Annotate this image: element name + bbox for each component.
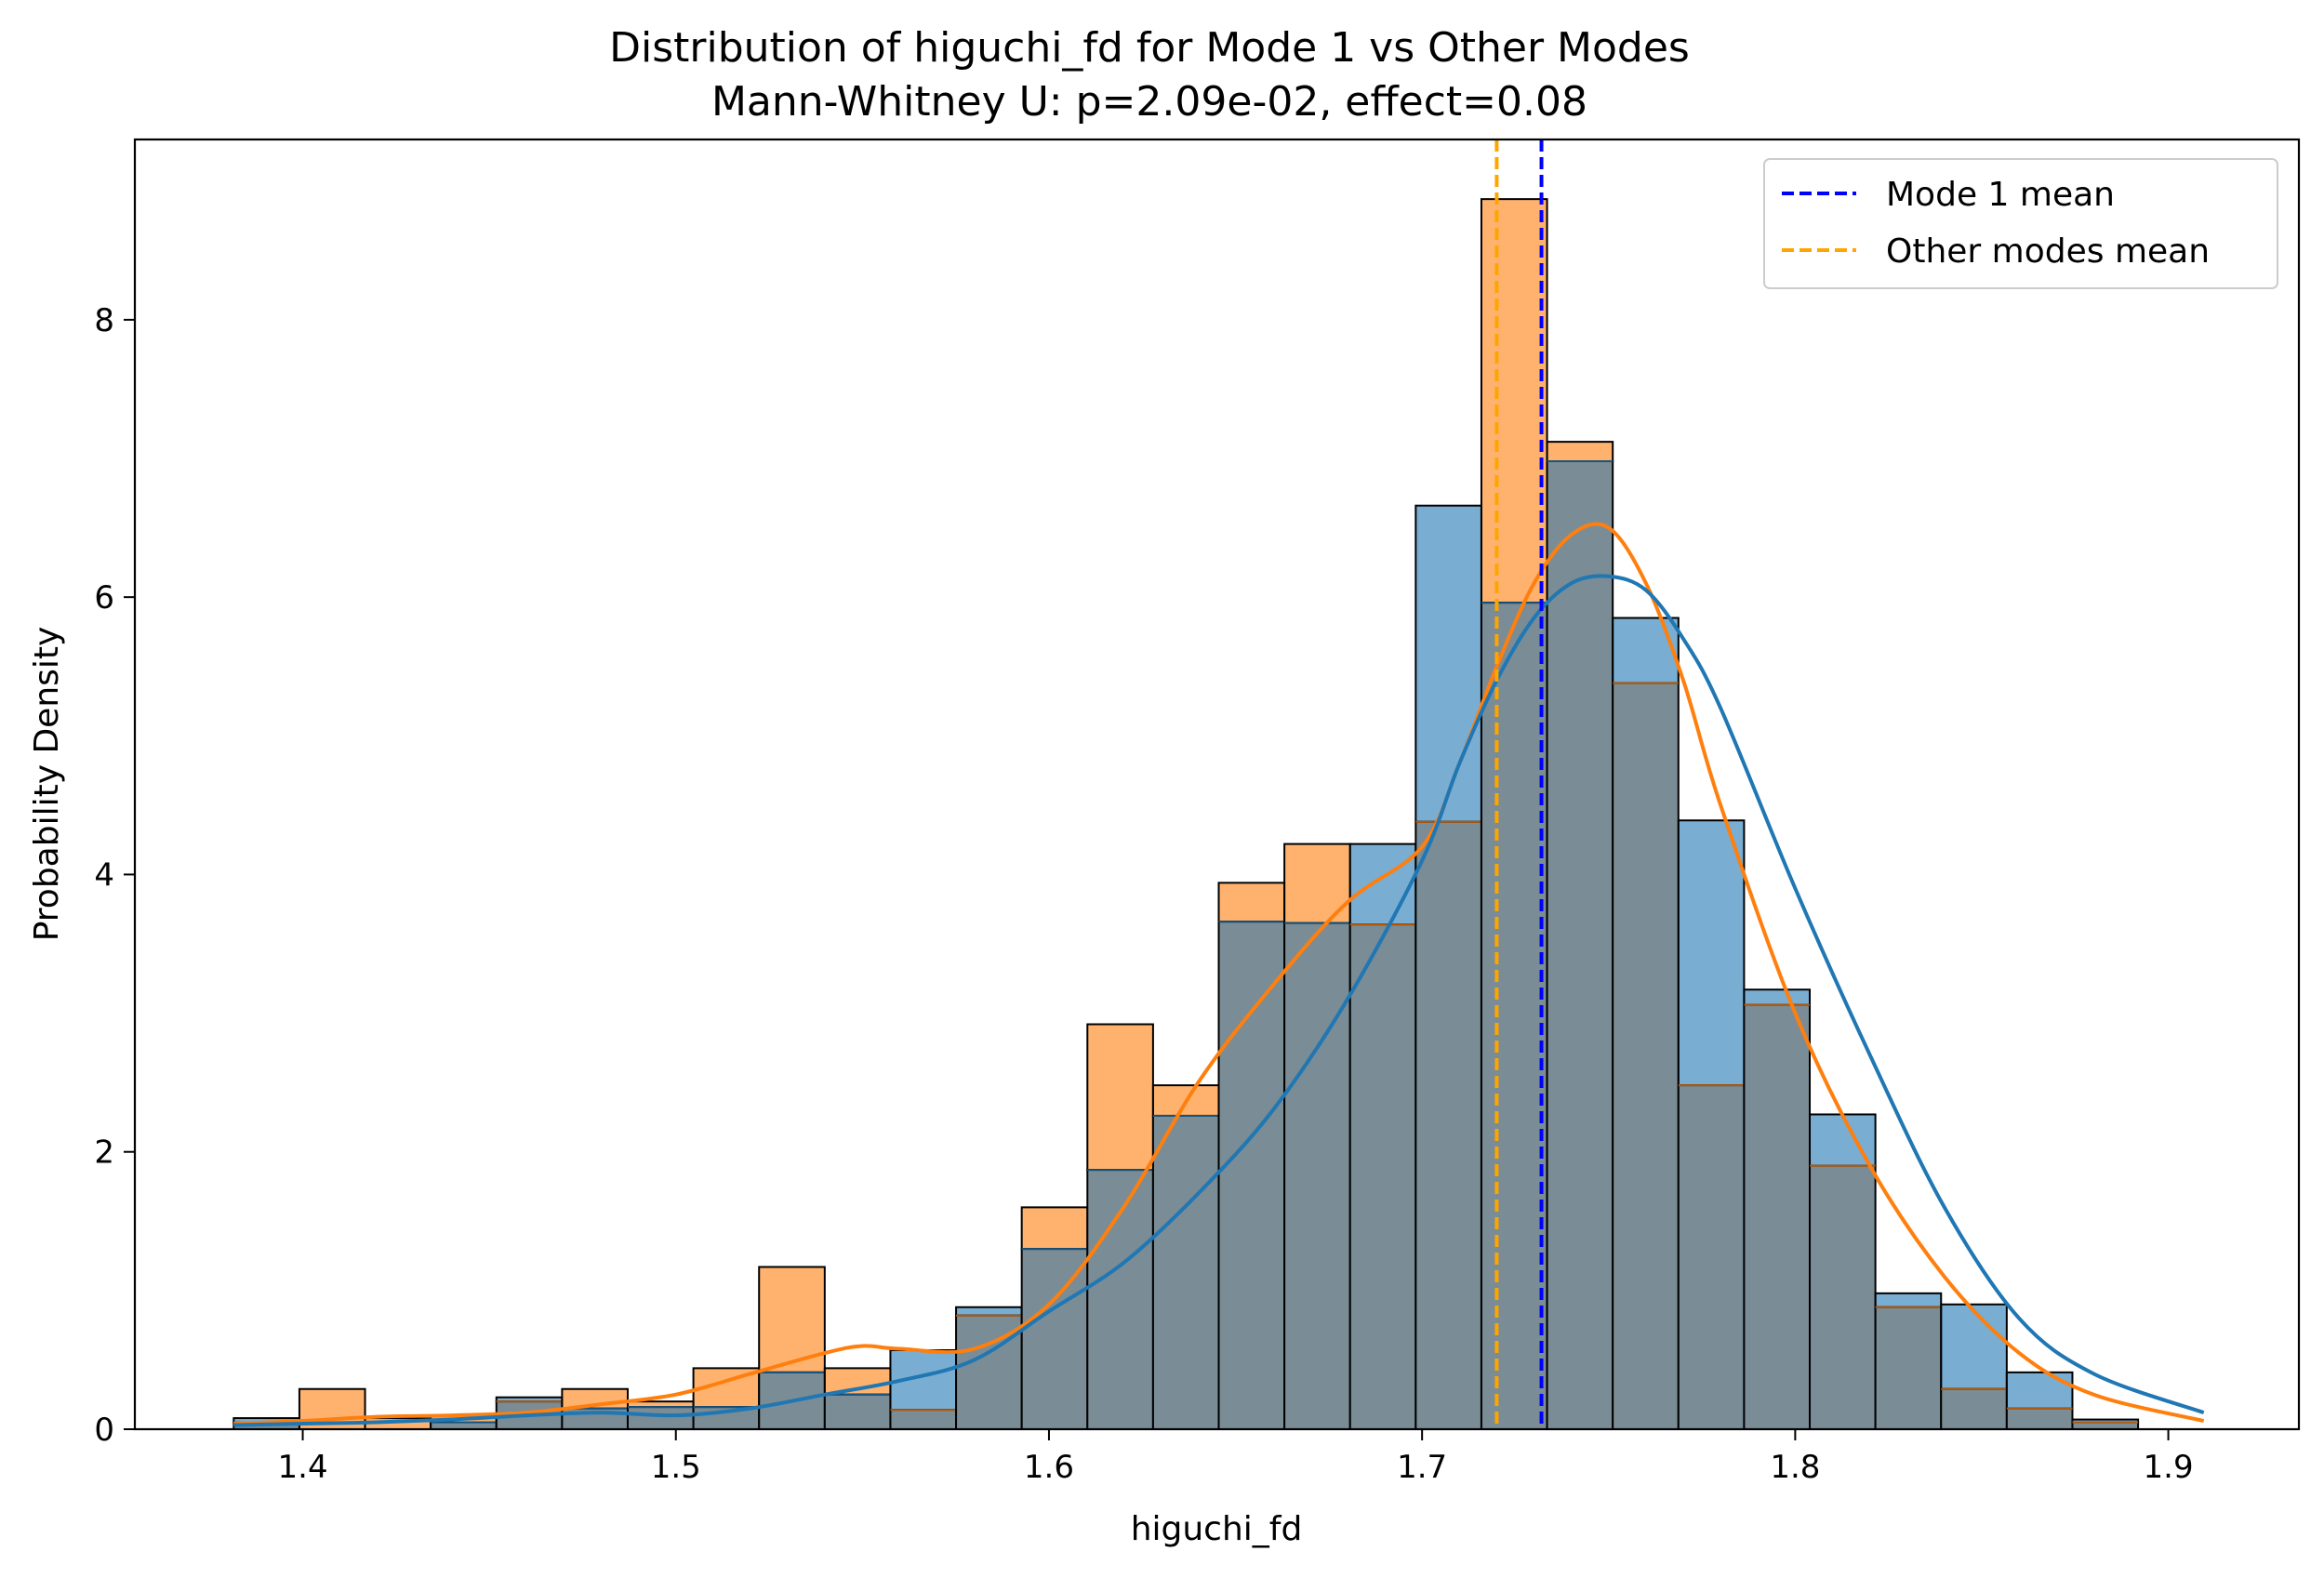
bar-overlap <box>2071 1421 2140 1430</box>
bar-other-modes <box>1546 441 1614 463</box>
bar-mode1 <box>1677 819 1746 1087</box>
histogram-bin <box>1677 819 1746 1430</box>
bar-overlap <box>1020 1248 1089 1430</box>
mean-reference-lines <box>1494 139 1544 1429</box>
bar-mode1 <box>955 1306 1023 1317</box>
histogram-bin <box>1414 504 1482 1430</box>
legend: Mode 1 mean Other modes mean <box>1763 158 2278 289</box>
y-tick-label: 6 <box>94 579 114 617</box>
histogram-bin <box>1217 882 1286 1430</box>
bar-other-modes <box>1480 198 1548 604</box>
bar-other-modes <box>1020 1206 1089 1251</box>
histogram-bin <box>1940 1303 2008 1431</box>
y-axis-label: Probability Density <box>28 627 66 942</box>
x-tick-label: 1.8 <box>1770 1449 1820 1486</box>
histogram-bin <box>1874 1292 1943 1430</box>
y-tick-label: 0 <box>94 1412 114 1449</box>
legend-label-other-modes-mean: Other modes mean <box>1886 232 2210 271</box>
x-tick-label: 1.4 <box>278 1449 328 1486</box>
histogram-bin <box>1086 1023 1154 1431</box>
bar-overlap <box>430 1421 498 1430</box>
bar-mode1 <box>1743 988 1812 1006</box>
bar-overlap <box>1874 1306 1943 1430</box>
histogram-bin <box>2071 1418 2140 1430</box>
bar-mode1 <box>2005 1371 2074 1410</box>
bar-overlap <box>1086 1169 1154 1431</box>
bar-overlap <box>1217 921 1286 1430</box>
legend-label-mode1-mean: Mode 1 mean <box>1886 176 2115 214</box>
bar-overlap <box>823 1393 892 1431</box>
bar-overlap <box>1677 1084 1746 1430</box>
y-tick-label: 2 <box>94 1134 114 1172</box>
x-tick-label: 1.7 <box>1397 1449 1447 1486</box>
histogram-bin <box>1612 617 1680 1430</box>
bar-overlap <box>1414 820 1482 1430</box>
chart-title: Distribution of higuchi_fd for Mode 1 vs… <box>609 24 1690 72</box>
histogram-bars <box>232 198 2140 1431</box>
x-axis-label: higuchi_fd <box>1131 1510 1303 1548</box>
bar-overlap <box>1480 602 1548 1430</box>
histogram-bin <box>823 1367 892 1431</box>
histogram-bin <box>1151 1084 1220 1430</box>
histogram-bin <box>1480 198 1548 1430</box>
x-tick-label: 1.9 <box>2144 1449 2194 1486</box>
histogram-bin <box>1348 842 1417 1430</box>
histogram-bin <box>1743 988 1812 1430</box>
bar-mode1 <box>1414 504 1482 823</box>
bar-overlap <box>1283 922 1351 1430</box>
histogram-bin <box>1283 842 1351 1430</box>
histogram-bin <box>1809 1113 1877 1430</box>
bar-mode1 <box>1940 1303 2008 1390</box>
plot-frame <box>133 138 2301 1431</box>
y-axis-ticks: 0 2 4 6 8 <box>94 302 135 1449</box>
histogram-bin <box>2005 1371 2074 1430</box>
y-tick-label: 4 <box>94 856 114 894</box>
bar-overlap <box>1743 1003 1812 1430</box>
kde-curves <box>233 522 2205 1427</box>
bar-overlap <box>1809 1164 1877 1430</box>
chart-subtitle: Mann-Whitney U: p=2.09e-02, effect=0.08 <box>711 78 1587 126</box>
bar-overlap <box>626 1406 695 1431</box>
bar-mode1 <box>1612 617 1680 684</box>
bar-mode1 <box>1348 842 1417 926</box>
legend-box <box>1763 158 2278 289</box>
bar-overlap <box>1940 1387 2008 1431</box>
x-tick-label: 1.5 <box>651 1449 701 1486</box>
bar-overlap <box>1151 1114 1220 1430</box>
bar-mode1 <box>1874 1292 1943 1308</box>
x-axis-ticks: 1.4 1.5 1.6 1.7 1.8 1.9 <box>278 1429 2194 1486</box>
bar-overlap <box>1546 460 1614 1431</box>
bar-overlap <box>889 1409 958 1431</box>
bar-overlap <box>2005 1407 2074 1430</box>
histogram-bin <box>692 1367 761 1431</box>
y-tick-label: 8 <box>94 302 114 339</box>
kde-line-other-modes <box>233 522 2205 1426</box>
histogram-bin <box>955 1306 1023 1430</box>
histogram-bin <box>889 1348 958 1431</box>
bar-other-modes <box>1086 1023 1154 1172</box>
histogram-bin <box>1546 441 1614 1431</box>
x-tick-label: 1.6 <box>1024 1449 1074 1486</box>
kde-line-mode1 <box>233 574 2205 1427</box>
bar-other-modes <box>1217 882 1286 923</box>
bar-overlap <box>1348 923 1417 1430</box>
bar-overlap <box>1612 682 1680 1430</box>
